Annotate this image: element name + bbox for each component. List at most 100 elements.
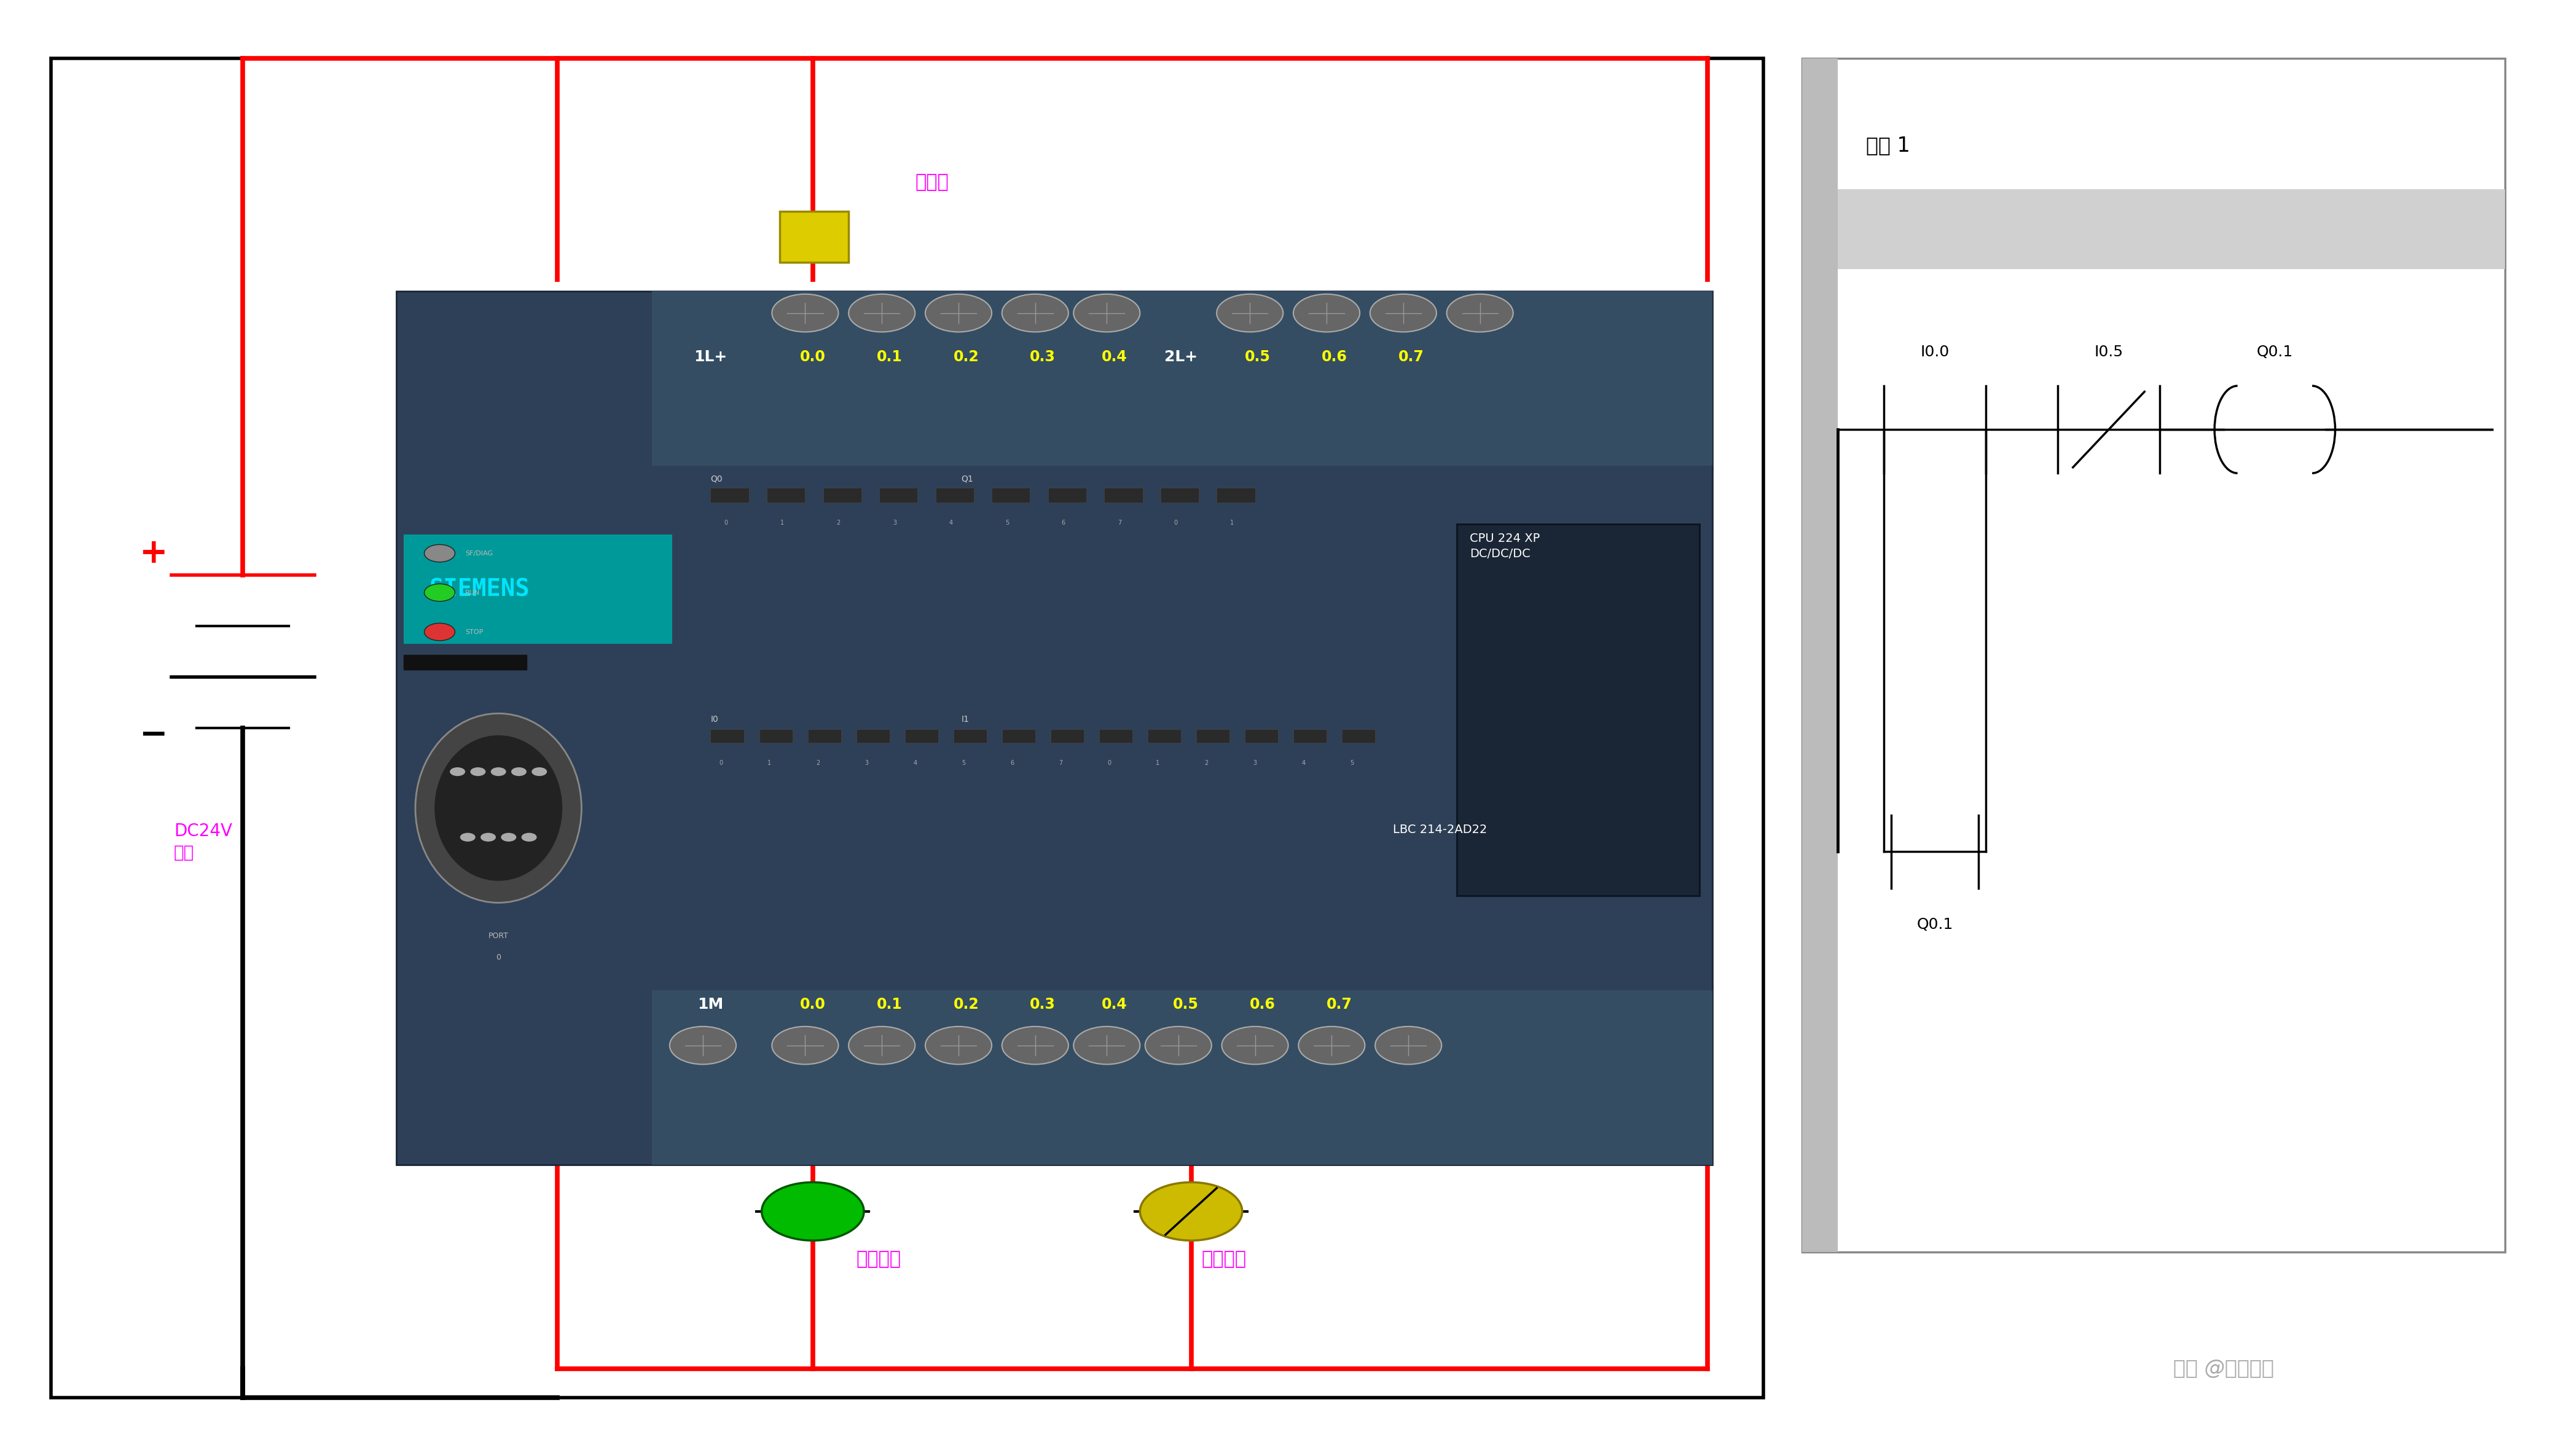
Text: I1: I1 bbox=[961, 715, 969, 724]
Text: 启动按钮: 启动按钮 bbox=[856, 1251, 902, 1268]
Text: 0.1: 0.1 bbox=[877, 349, 902, 364]
Text: 0.2: 0.2 bbox=[953, 349, 979, 364]
Text: Q0.1: Q0.1 bbox=[1917, 917, 1953, 932]
Text: 0.4: 0.4 bbox=[1102, 349, 1127, 364]
Text: 2L+: 2L+ bbox=[1163, 349, 1199, 364]
Text: 0: 0 bbox=[718, 760, 723, 766]
Text: 6: 6 bbox=[1061, 520, 1066, 526]
Text: −: − bbox=[138, 719, 169, 751]
Text: 3: 3 bbox=[892, 520, 897, 526]
Circle shape bbox=[1222, 1026, 1288, 1064]
Text: 0: 0 bbox=[1173, 520, 1178, 526]
Bar bbox=[759, 729, 792, 743]
Bar bbox=[711, 488, 749, 502]
Text: 1: 1 bbox=[1229, 520, 1235, 526]
Text: 0.1: 0.1 bbox=[877, 997, 902, 1012]
Text: 4: 4 bbox=[1301, 760, 1306, 766]
Bar bbox=[823, 488, 861, 502]
Text: 0.4: 0.4 bbox=[1102, 997, 1127, 1012]
Bar bbox=[1196, 729, 1229, 743]
Circle shape bbox=[1140, 1182, 1242, 1241]
Text: STOP: STOP bbox=[465, 629, 483, 635]
Text: 停止按钮: 停止按钮 bbox=[1201, 1251, 1247, 1268]
Text: 0.5: 0.5 bbox=[1173, 997, 1199, 1012]
Bar bbox=[1802, 58, 2505, 1252]
Text: I0.0: I0.0 bbox=[1920, 345, 1950, 360]
Text: I0: I0 bbox=[711, 715, 718, 724]
Bar bbox=[1217, 488, 1255, 502]
Text: 1: 1 bbox=[1155, 760, 1160, 766]
Ellipse shape bbox=[435, 735, 562, 881]
Bar bbox=[396, 291, 1713, 1165]
Circle shape bbox=[450, 767, 465, 776]
Text: 0.3: 0.3 bbox=[1030, 997, 1056, 1012]
Bar bbox=[1051, 729, 1084, 743]
Text: 7: 7 bbox=[1117, 520, 1122, 526]
Text: 5: 5 bbox=[1005, 520, 1010, 526]
Bar bbox=[1099, 729, 1132, 743]
Bar bbox=[1148, 729, 1181, 743]
Circle shape bbox=[521, 833, 537, 842]
Text: Q0: Q0 bbox=[711, 475, 723, 483]
Text: 1L+: 1L+ bbox=[693, 349, 728, 364]
Circle shape bbox=[1217, 294, 1283, 332]
Text: 0.7: 0.7 bbox=[1398, 349, 1424, 364]
Circle shape bbox=[1002, 1026, 1068, 1064]
Text: 5: 5 bbox=[961, 760, 966, 766]
Text: 0: 0 bbox=[496, 954, 501, 961]
Bar bbox=[1160, 488, 1199, 502]
Circle shape bbox=[925, 294, 992, 332]
Text: +: + bbox=[138, 537, 169, 569]
Ellipse shape bbox=[414, 713, 583, 903]
Bar bbox=[652, 291, 1713, 466]
Text: 1: 1 bbox=[780, 520, 785, 526]
Circle shape bbox=[1370, 294, 1436, 332]
Bar bbox=[404, 655, 527, 670]
Text: 1: 1 bbox=[767, 760, 772, 766]
Text: 接触器: 接触器 bbox=[915, 173, 948, 191]
Text: 4: 4 bbox=[948, 520, 953, 526]
Circle shape bbox=[470, 767, 486, 776]
Text: 2: 2 bbox=[1204, 760, 1209, 766]
Circle shape bbox=[532, 767, 547, 776]
Text: 4: 4 bbox=[912, 760, 918, 766]
Circle shape bbox=[1074, 294, 1140, 332]
Text: Q1: Q1 bbox=[961, 475, 974, 483]
Circle shape bbox=[772, 1026, 838, 1064]
Circle shape bbox=[1447, 294, 1513, 332]
Bar bbox=[856, 729, 889, 743]
Circle shape bbox=[511, 767, 527, 776]
Bar bbox=[953, 729, 987, 743]
Text: 0.2: 0.2 bbox=[953, 997, 979, 1012]
Text: LBC 214-2AD22: LBC 214-2AD22 bbox=[1393, 824, 1488, 836]
Bar bbox=[1457, 524, 1700, 895]
Text: CPU 224 XP
DC/DC/DC: CPU 224 XP DC/DC/DC bbox=[1470, 533, 1539, 559]
Text: 3: 3 bbox=[864, 760, 869, 766]
Circle shape bbox=[762, 1182, 864, 1241]
Circle shape bbox=[501, 833, 516, 842]
Text: PORT: PORT bbox=[488, 932, 509, 939]
Text: SIEMENS: SIEMENS bbox=[429, 578, 529, 601]
Text: 0.0: 0.0 bbox=[800, 349, 826, 364]
Circle shape bbox=[491, 767, 506, 776]
Text: 网络 1: 网络 1 bbox=[1866, 135, 1909, 156]
Bar bbox=[1104, 488, 1143, 502]
Text: Q0.1: Q0.1 bbox=[2257, 345, 2293, 360]
Circle shape bbox=[849, 294, 915, 332]
Text: 2: 2 bbox=[815, 760, 820, 766]
Circle shape bbox=[1074, 1026, 1140, 1064]
Bar bbox=[51, 58, 1764, 1398]
Text: RUN: RUN bbox=[465, 590, 481, 596]
Text: 知乎 @大话工控: 知乎 @大话工控 bbox=[2173, 1358, 2275, 1379]
Bar bbox=[1838, 189, 2505, 269]
Text: 0.7: 0.7 bbox=[1327, 997, 1352, 1012]
Circle shape bbox=[1002, 294, 1068, 332]
Text: 0.5: 0.5 bbox=[1245, 349, 1270, 364]
Circle shape bbox=[481, 833, 496, 842]
Circle shape bbox=[1298, 1026, 1365, 1064]
Bar bbox=[1245, 729, 1278, 743]
Text: 0.0: 0.0 bbox=[800, 997, 826, 1012]
Bar bbox=[767, 488, 805, 502]
Bar bbox=[992, 488, 1030, 502]
Text: I0.5: I0.5 bbox=[2093, 345, 2124, 360]
